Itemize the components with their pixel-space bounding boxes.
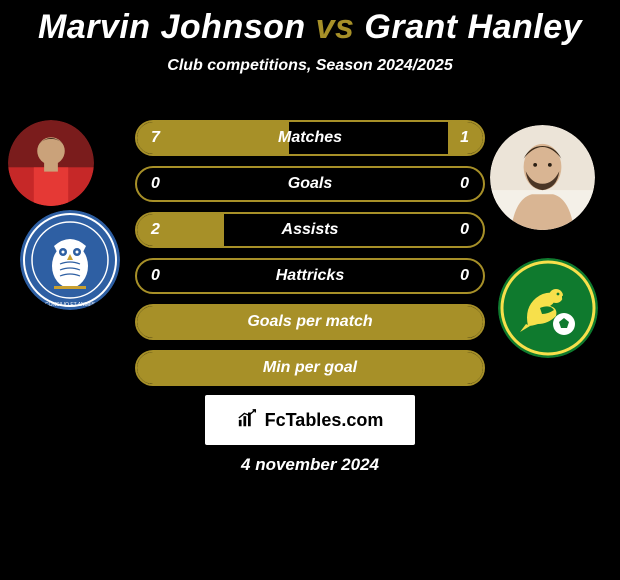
title-player1: Marvin Johnson [38, 8, 306, 46]
stat-label: Min per goal [137, 352, 483, 384]
chart-icon [237, 407, 259, 434]
player1-club-crest: CONSILIO ET ANIMIS [20, 210, 120, 310]
stat-label: Hattricks [137, 260, 483, 292]
stat-row: 20Assists [135, 212, 485, 248]
stat-row: Goals per match [135, 304, 485, 340]
stats-container: 71Matches 00Goals 20Assists 00Hattricks Goal… [135, 120, 485, 396]
stat-row: 00Goals [135, 166, 485, 202]
player1-photo [8, 120, 94, 206]
player2-photo [490, 125, 595, 230]
watermark: FcTables.com [205, 395, 415, 445]
stat-label: Goals [137, 168, 483, 200]
stat-label: Goals per match [137, 306, 483, 338]
subtitle: Club competitions, Season 2024/2025 [0, 57, 620, 75]
title-player2: Grant Hanley [364, 8, 582, 46]
stat-row: 71Matches [135, 120, 485, 156]
player2-club-crest [498, 258, 598, 358]
watermark-text: FcTables.com [265, 410, 384, 431]
title-vs: vs [316, 8, 355, 46]
stat-row: 00Hattricks [135, 258, 485, 294]
stat-label: Matches [137, 122, 483, 154]
stat-row: Min per goal [135, 350, 485, 386]
date: 4 november 2024 [0, 455, 620, 475]
page-title: Marvin Johnson vs Grant Hanley [0, 0, 620, 47]
svg-text:CONSILIO ET ANIMIS: CONSILIO ET ANIMIS [45, 302, 96, 308]
stat-label: Assists [137, 214, 483, 246]
